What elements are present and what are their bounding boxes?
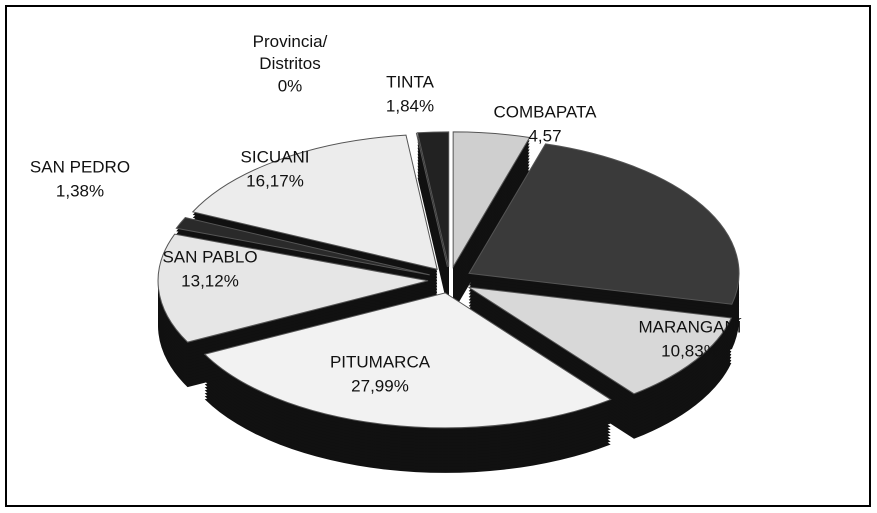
slice-value-label: 0% — [278, 76, 303, 95]
slice-label: SAN PEDRO — [30, 157, 130, 176]
slice — [157, 233, 429, 343]
slice-label-line: Distritos — [259, 54, 320, 73]
slice-value-label: 4,57 — [528, 126, 561, 145]
slice-label: Provincia/Distritos — [253, 32, 328, 73]
slice-label: TINTA — [386, 72, 435, 91]
slice — [468, 143, 740, 305]
slice — [452, 131, 531, 269]
slice-label: MARANGANÍ — [639, 317, 742, 336]
slice-label: SICUANI — [241, 147, 310, 166]
slice-value-label: 27,99% — [351, 376, 409, 395]
slice — [468, 286, 733, 395]
slice-label: PITUMARCA — [330, 352, 431, 371]
slice — [175, 216, 430, 276]
slice — [203, 292, 612, 429]
slice-label-line: Provincia/ — [253, 32, 328, 51]
slice-label: COMBAPATA — [494, 102, 598, 121]
slice-value-label: 1,84% — [386, 96, 434, 115]
slice — [191, 134, 438, 270]
slice-value-label: 10,83% — [661, 341, 719, 360]
slice-value-label: 1,38% — [56, 181, 104, 200]
slice — [416, 131, 450, 267]
slice-label: SAN PABLO — [162, 247, 257, 266]
slice-value-label: 16,17% — [246, 171, 304, 190]
slice-value-label: 13,12% — [181, 271, 239, 290]
